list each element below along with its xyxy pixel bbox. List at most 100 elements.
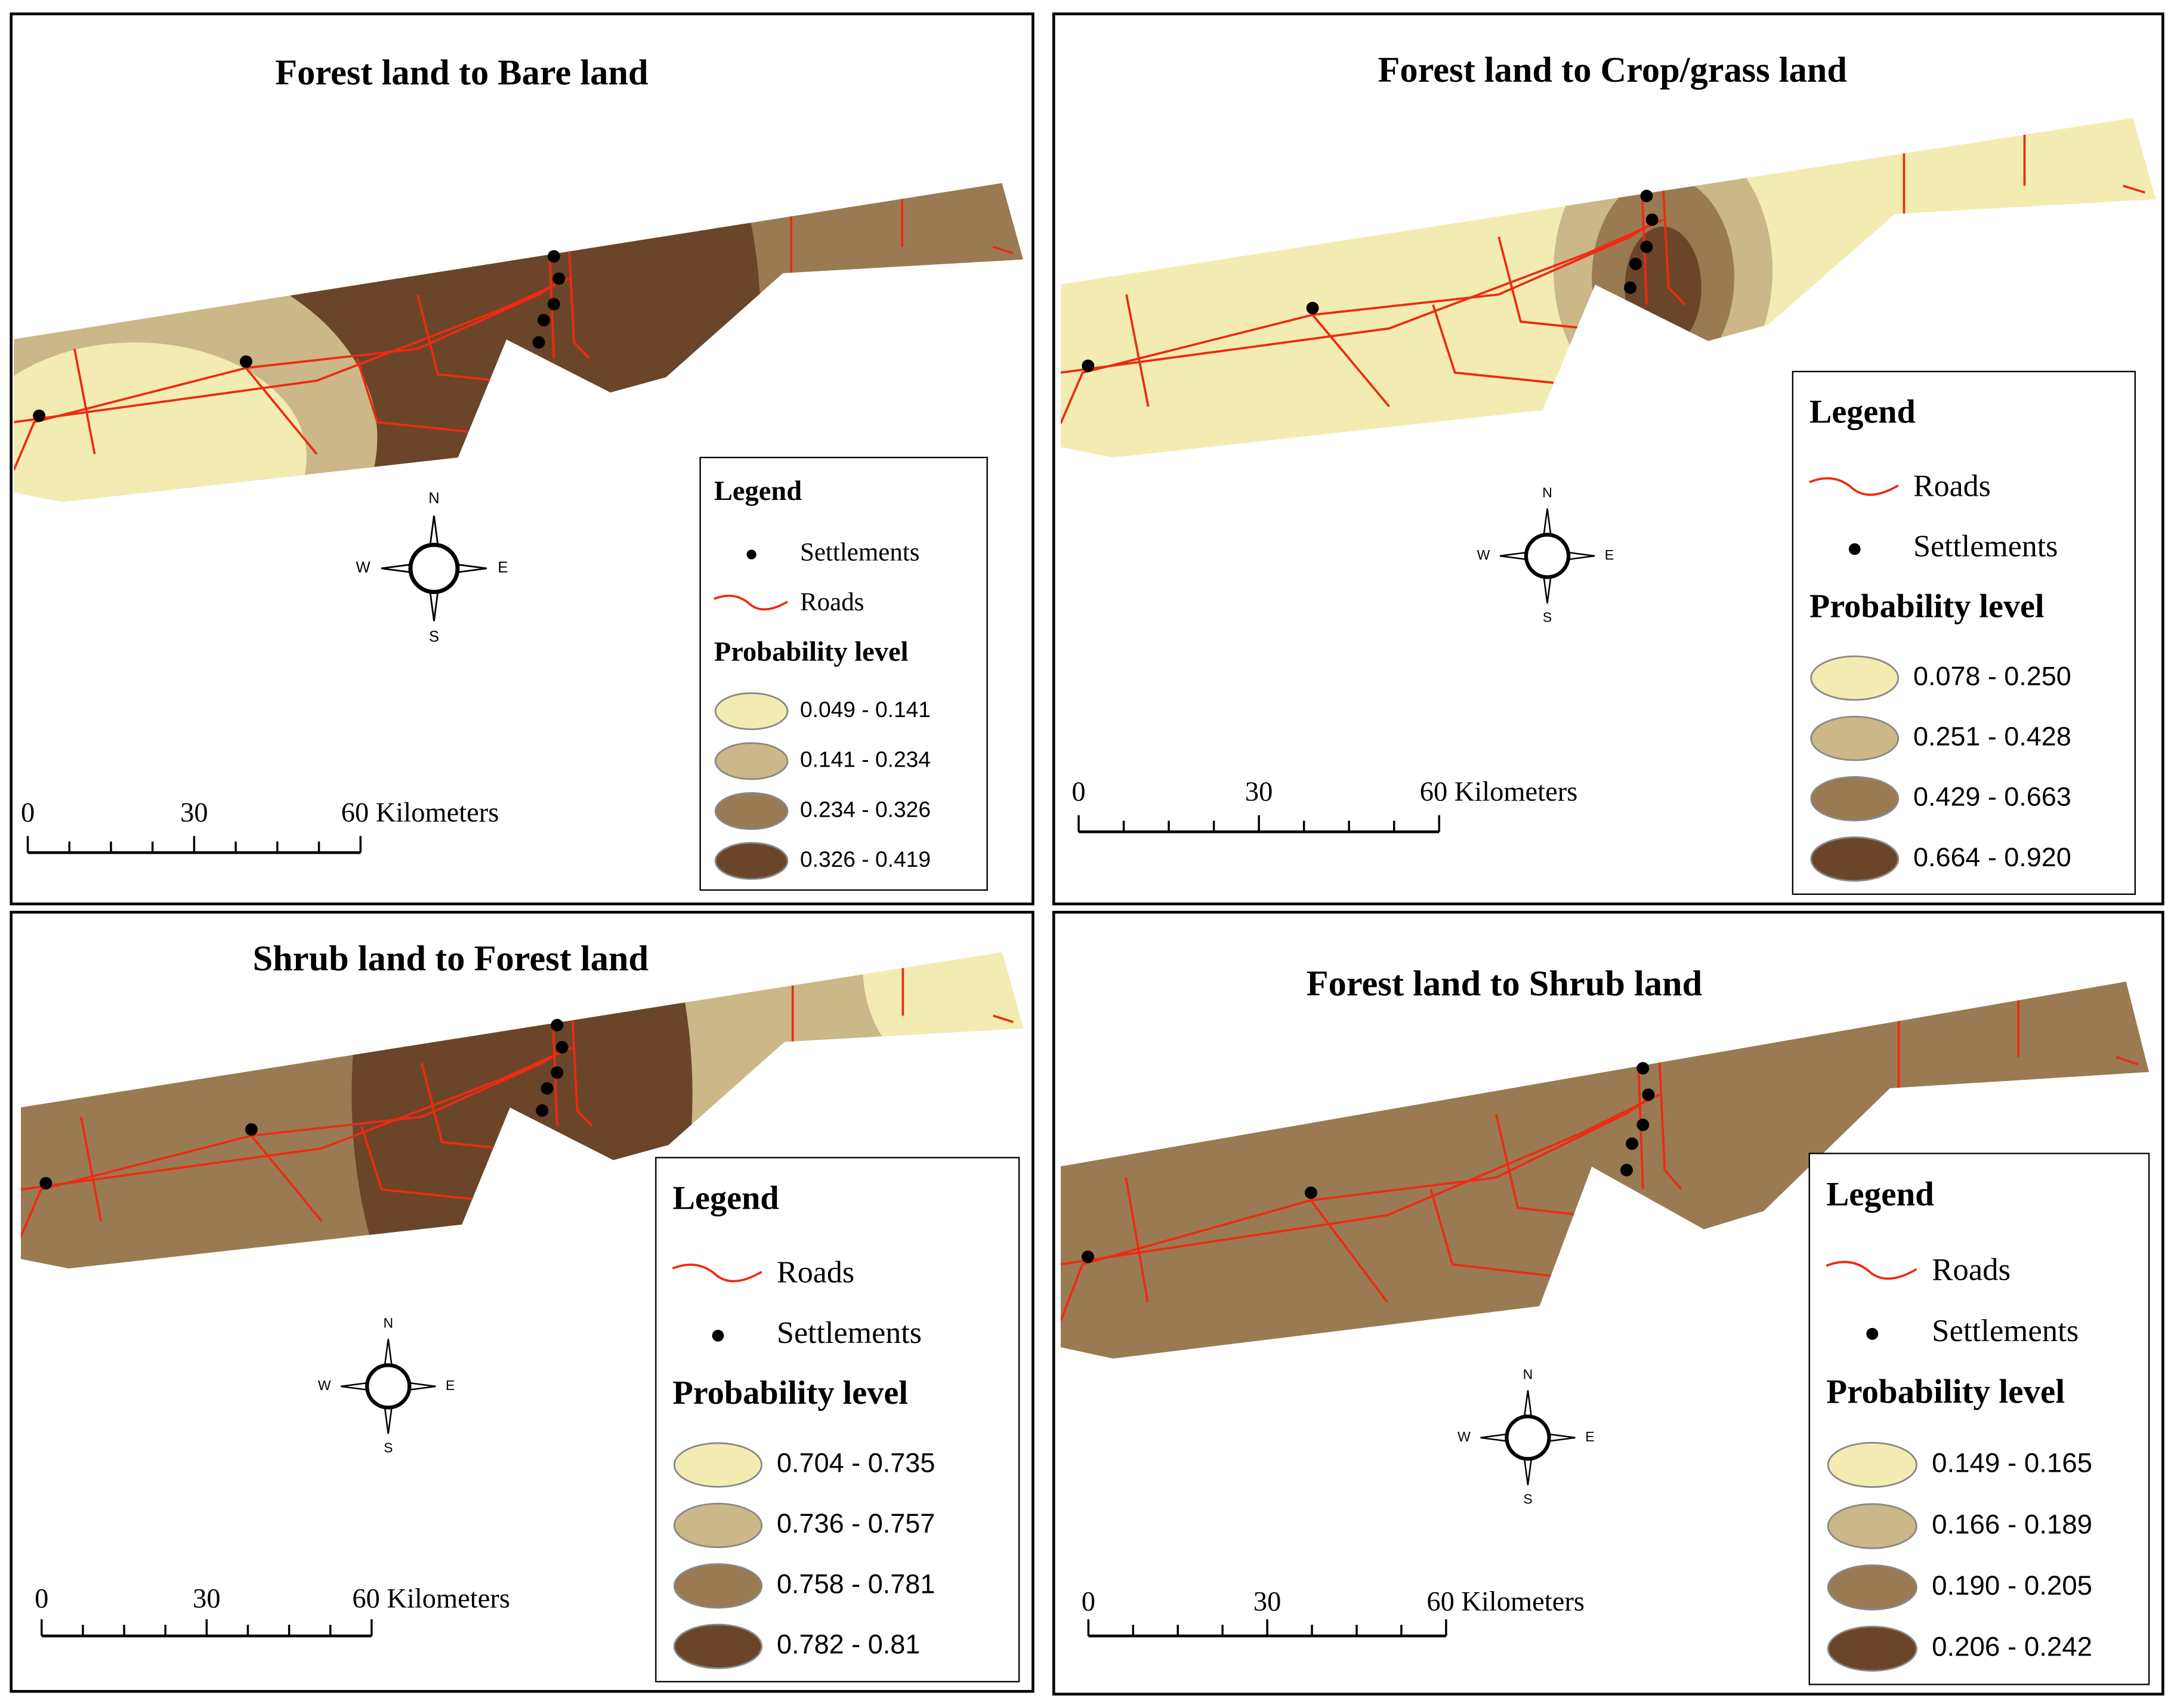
settlement — [1624, 281, 1636, 294]
road — [1658, 1057, 1682, 1190]
settlement — [1306, 301, 1319, 314]
legend-class-label: 0.234 - 0.326 — [800, 796, 931, 821]
panel-title: Shrub land to Forest land — [253, 939, 649, 979]
legend-class-label: 0.782 - 0.81 — [777, 1629, 920, 1660]
settlement — [541, 1082, 554, 1095]
north-arrow: N S E W — [1477, 484, 1614, 625]
settlement — [239, 355, 252, 368]
legend-swatch — [673, 1563, 763, 1609]
road — [992, 245, 1014, 255]
panel-frame — [10, 12, 1034, 906]
legend-settlement — [1866, 1327, 1879, 1340]
legend-swatch — [1827, 1626, 1917, 1672]
compass-label: N — [1542, 484, 1552, 500]
road — [2116, 1055, 2139, 1066]
legend-title: Legend — [714, 476, 802, 506]
settlement — [1642, 1088, 1655, 1101]
legend-label: Settlements — [1932, 1314, 2079, 1348]
legend-swatch — [714, 792, 789, 830]
legend-heading: Probability level — [1809, 588, 2045, 625]
probability-zone — [14, 342, 307, 502]
settlement — [538, 314, 550, 327]
legend-class-label: 0.149 - 0.165 — [1932, 1448, 2092, 1478]
compass-ring — [408, 542, 460, 594]
legend-heading: Probability level — [1826, 1373, 2065, 1411]
probability-zone — [236, 183, 761, 502]
legend-class-label: 0.429 - 0.663 — [1913, 782, 2071, 812]
road — [73, 348, 96, 455]
settlement — [1304, 1186, 1317, 1199]
road — [1429, 1188, 1551, 1277]
legend-title: Legend — [1809, 394, 1916, 431]
legend-swatch — [714, 692, 789, 730]
legend-swatch — [673, 1623, 763, 1669]
road — [1497, 236, 1587, 330]
legend-class-label: 0.166 - 0.189 — [1932, 1509, 2092, 1539]
legend-road — [672, 1264, 762, 1283]
panel-frame — [1052, 12, 2164, 906]
legend-class-label: 0.049 - 0.141 — [800, 697, 931, 722]
compass-label: S — [1523, 1491, 1532, 1506]
settlement — [547, 250, 560, 263]
legend-class-label: 0.141 - 0.234 — [800, 747, 931, 772]
compass-label: E — [498, 560, 508, 576]
road — [1310, 1199, 1388, 1303]
settlement — [245, 1123, 258, 1136]
legend-label: Settlements — [800, 538, 920, 566]
legend-swatch — [714, 842, 789, 880]
road — [79, 1116, 103, 1222]
legend-class-label: 0.664 - 0.920 — [1913, 842, 2071, 872]
compass-label: S — [429, 629, 439, 645]
settlement — [33, 409, 46, 422]
compass-label: E — [1605, 547, 1614, 563]
road — [1060, 218, 1664, 374]
road — [2123, 184, 2145, 194]
scale-label: 60 Kilometers — [352, 1584, 510, 1614]
legend-class-label: 0.704 - 0.735 — [777, 1448, 935, 1478]
road — [421, 1063, 502, 1150]
panel-title: Forest land to Crop/grass land — [1378, 50, 1847, 90]
compass-label: E — [1585, 1429, 1594, 1444]
road — [1060, 1094, 1655, 1321]
settlement — [547, 298, 560, 311]
legend-class-label: 0.758 - 0.781 — [777, 1568, 935, 1599]
legend-swatch — [1810, 836, 1900, 882]
compass-label: N — [383, 1315, 393, 1330]
north-arrow: N S E W — [356, 490, 508, 645]
legend-class-label: 0.326 - 0.419 — [800, 847, 931, 872]
legend-title: Legend — [1826, 1176, 1934, 1213]
compass-label: S — [1543, 610, 1552, 625]
settlement — [1645, 213, 1659, 226]
legend-title: Legend — [672, 1180, 779, 1217]
settlement — [551, 1018, 564, 1031]
road — [360, 1126, 473, 1200]
legend-swatch — [673, 1503, 763, 1549]
road — [1311, 314, 1391, 407]
legend-label: Roads — [1913, 469, 1991, 503]
scale-label: 0 — [35, 1584, 48, 1614]
settlement — [1640, 190, 1653, 202]
road — [571, 1015, 593, 1128]
legend-class-label: 0.078 - 0.250 — [1913, 661, 2071, 691]
scale-label: 60 Kilometers — [1420, 777, 1578, 807]
road — [20, 1046, 573, 1191]
panel-title: Forest land to Bare land — [275, 53, 648, 93]
legend-heading: Probability level — [672, 1375, 908, 1412]
legend-class-label: 0.190 - 0.205 — [1932, 1570, 2092, 1601]
north-arrow: N S E W — [318, 1315, 455, 1455]
settlement — [551, 1066, 564, 1079]
legend-label: Settlements — [1913, 529, 2058, 563]
panel-frame — [1052, 910, 2164, 1696]
panel-frame — [10, 910, 1034, 1693]
panel-title: Forest land to Shrub land — [1307, 963, 1703, 1003]
legend-swatch — [1827, 1564, 1917, 1611]
scale-label: 60 Kilometers — [341, 798, 499, 828]
legend-swatch — [1810, 715, 1900, 761]
road — [1494, 1113, 1583, 1216]
legend-road — [714, 594, 788, 611]
road — [1662, 186, 1686, 306]
legend-swatch — [1827, 1442, 1917, 1488]
road — [14, 277, 570, 424]
north-arrow: N S E W — [1457, 1366, 1594, 1506]
